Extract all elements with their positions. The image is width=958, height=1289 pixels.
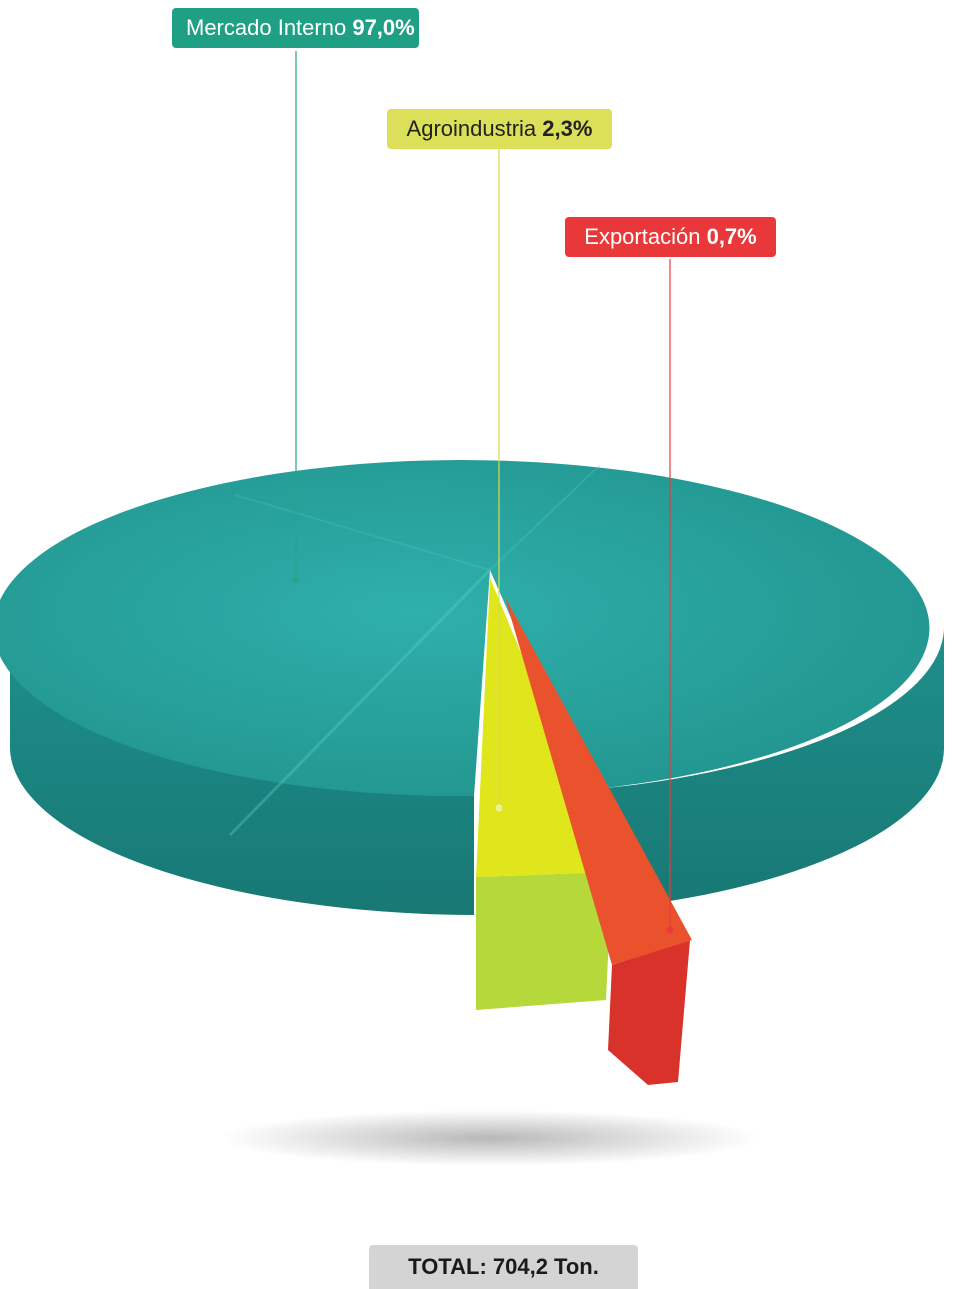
pie-shadow [220,1110,760,1166]
label-exportacion-value: 0,7% [706,224,757,249]
slice-mercado-interno-side-right [586,628,945,908]
slice-exportacion-side [608,940,690,1085]
label-mercado-interno-name: Mercado Interno [186,15,347,40]
label-mercado-interno-value: 97,0% [352,15,415,40]
total-label: TOTAL: 704,2 Ton. [369,1245,638,1289]
label-exportacion: Exportación 0,7% [565,217,776,257]
slice-mercado-interno-side [10,628,474,915]
label-mercado-interno: Mercado Interno 97,0% [172,8,419,48]
leader-dot-exportacion [666,926,674,934]
slice-exportacion [505,597,692,965]
slice-agroindustria-side [476,872,612,1010]
label-agroindustria-value: 2,3% [542,116,593,141]
label-agroindustria: Agroindustria 2,3% [387,109,612,149]
label-exportacion-name: Exportación [584,224,701,249]
label-agroindustria-name: Agroindustria [406,116,537,141]
slice-mercado-interno [0,460,930,797]
leader-dot-agroindustria [495,804,503,812]
leader-dot-mercado-interno [292,576,300,584]
